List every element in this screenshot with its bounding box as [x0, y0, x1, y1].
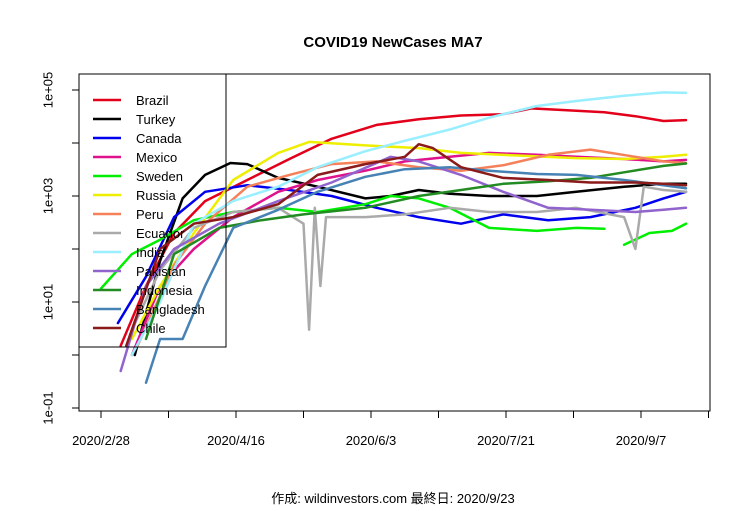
x-tick-label: 2020/6/3: [346, 433, 397, 448]
y-tick-label: 1e+01: [40, 284, 55, 321]
legend-label: Russia: [136, 188, 177, 203]
x-axis: 2020/2/28 2020/4/16 2020/6/3 2020/7/21 2020/…: [72, 411, 709, 448]
legend-label: Brazil: [136, 93, 169, 108]
y-axis: 1e-01 1e+01 1e+03 1e+05: [40, 72, 79, 425]
series-line-india: [130, 91, 688, 357]
legend-label: Mexico: [136, 150, 177, 165]
series-line-turkey: [133, 161, 688, 357]
legend-label: India: [136, 245, 165, 260]
chart-caption: 作成: wildinvestors.com 最終日: 2020/9/23: [271, 491, 514, 506]
legend-label: Ecuador: [136, 226, 185, 241]
legend-label: Canada: [136, 131, 182, 146]
series-line-ecuador: [130, 185, 688, 331]
legend-label: Sweden: [136, 169, 183, 184]
legend-box: [78, 73, 227, 348]
x-tick-label: 2020/4/16: [207, 433, 265, 448]
series-line-peru: [136, 148, 688, 347]
series-lines: [99, 91, 688, 384]
legend-label: Chile: [136, 321, 166, 336]
legend-label: Indonesia: [136, 283, 193, 298]
legend-label: Pakistan: [136, 264, 186, 279]
legend-label: Peru: [136, 207, 163, 222]
y-tick-label: 1e+05: [40, 72, 55, 109]
legend-label: Turkey: [136, 112, 176, 127]
y-tick-label: 1e+03: [40, 178, 55, 215]
series-line-chile: [125, 142, 688, 347]
series-line-pakistan: [119, 155, 688, 373]
legend-label: Bangladesh: [136, 302, 205, 317]
x-tick-label: 2020/2/28: [72, 433, 130, 448]
x-tick-label: 2020/9/7: [616, 433, 667, 448]
series-line-bangladesh: [144, 165, 688, 384]
series-line-brazil: [119, 107, 688, 347]
x-tick-label: 2020/7/21: [477, 433, 535, 448]
y-tick-label: 1e-01: [40, 391, 55, 424]
legend: Brazil Turkey Canada Mexico Sweden Russia Peru…: [78, 73, 227, 348]
series-line-canada: [116, 183, 688, 325]
chart-title: COVID19 NewCases MA7: [303, 34, 482, 51]
